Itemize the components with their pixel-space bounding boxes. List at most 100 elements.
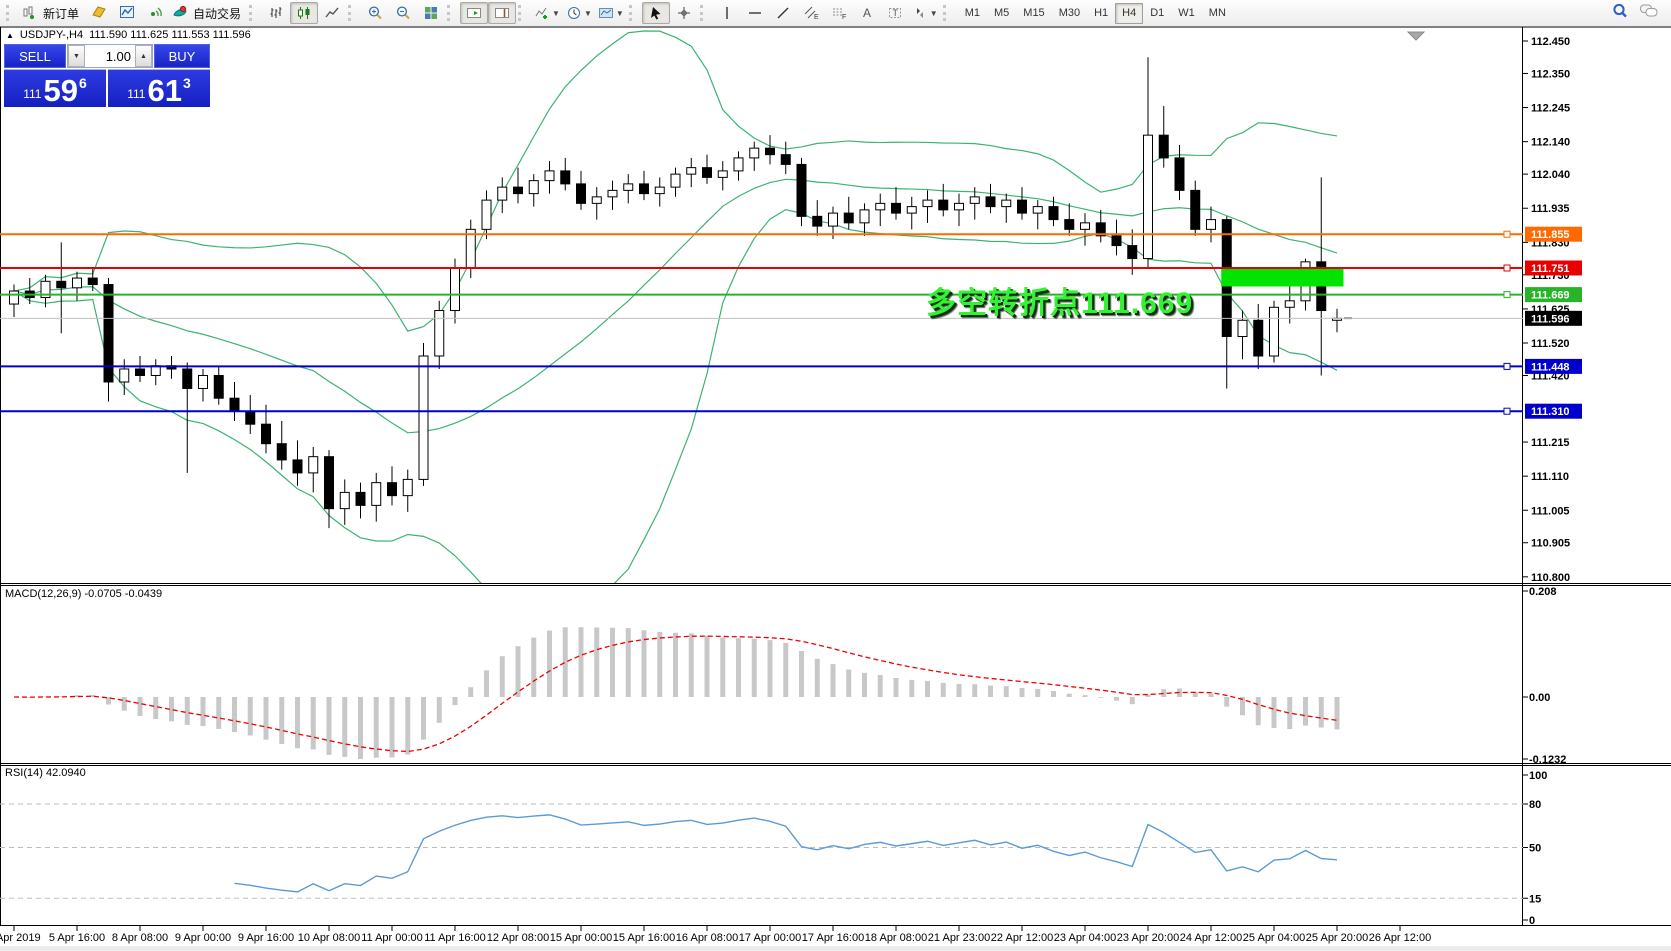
vertical-line-icon: [726, 7, 728, 19]
line-handle[interactable]: [1503, 230, 1511, 238]
horizontal-line-button[interactable]: [741, 2, 769, 24]
text-label-button[interactable]: T: [881, 2, 909, 24]
mql-editor-button[interactable]: [85, 2, 113, 24]
svg-text:0: 0: [1529, 915, 1535, 927]
volume-increase-button[interactable]: ▲: [135, 45, 152, 67]
svg-text:25 Apr 04:00: 25 Apr 04:00: [1243, 932, 1305, 944]
toolbar-grip[interactable]: [348, 5, 357, 21]
chart-shift-button[interactable]: [488, 2, 517, 24]
toolbar-grip[interactable]: [628, 5, 638, 21]
timeframe-M30-button[interactable]: M30: [1058, 7, 1081, 19]
zoom-in-icon: [368, 6, 382, 20]
cursor-button[interactable]: [641, 2, 670, 24]
trendline-button[interactable]: [769, 2, 797, 24]
svg-text:23 Apr 04:00: 23 Apr 04:00: [1054, 932, 1116, 944]
price-badge-111.855: [1525, 226, 1582, 242]
svg-text:15 Apr 00:00: 15 Apr 00:00: [550, 932, 612, 944]
toolbar-grip[interactable]: [518, 5, 527, 21]
fibonacci-button[interactable]: F: [825, 2, 853, 24]
data-window-icon: [119, 4, 135, 23]
candlesticks: [9, 57, 1342, 529]
timeframe-M5-button[interactable]: M5: [994, 7, 1010, 19]
chart-shift-icon: [495, 8, 510, 18]
templates-button[interactable]: ▼: [595, 2, 627, 24]
bar-chart-button[interactable]: [262, 2, 290, 24]
svg-text:111.448: 111.448: [1531, 361, 1570, 373]
volume-input[interactable]: [85, 45, 135, 67]
chart-title: ▲ USDJPY-,H4 111.590 111.625 111.553 111…: [6, 29, 251, 41]
arrows-button[interactable]: ▼: [909, 2, 941, 24]
svg-text:12 Apr 08:00: 12 Apr 08:00: [487, 932, 549, 944]
sell-button[interactable]: SELL: [4, 44, 66, 68]
candlestick-chart-button[interactable]: [290, 2, 319, 24]
mql-editor-icon: [91, 4, 107, 23]
line-handle[interactable]: [1503, 362, 1511, 370]
svg-text:8 Apr 08:00: 8 Apr 08:00: [112, 932, 168, 944]
line-handle[interactable]: [1503, 264, 1511, 272]
svg-text:25 Apr 20:00: 25 Apr 20:00: [1306, 932, 1368, 944]
buy-price[interactable]: 111 61 3: [108, 69, 210, 107]
svg-text:111.596: 111.596: [1531, 313, 1570, 325]
sell-price[interactable]: 111 59 6: [4, 69, 106, 107]
data-window-button[interactable]: [113, 2, 141, 24]
chat-icon[interactable]: [1639, 2, 1659, 25]
tile-windows-button[interactable]: [417, 2, 445, 24]
rsi-indicator: 100 80 50 15 0: [0, 770, 1547, 927]
date-axis[interactable]: 5 Apr 2019 5 Apr 16:00 8 Apr 08:00 9 Apr 00…: [0, 926, 1431, 944]
price-badge-111.310: [1525, 403, 1582, 419]
main-toolbar: 新订单 自动交易 ▼ ▼ ▼ E F A T ▼ M1 M5 M15 M30 H1 H4 D…: [0, 0, 1671, 26]
line-chart-button[interactable]: [318, 2, 346, 24]
pivot-annotation[interactable]: 多空转折点111.669: [926, 287, 1194, 320]
timeframe-H1-button[interactable]: H1: [1094, 7, 1109, 19]
new-order-button[interactable]: 新订单: [19, 2, 85, 24]
svg-text:80: 80: [1529, 799, 1541, 811]
zoom-out-button[interactable]: [389, 2, 417, 24]
svg-text:15 Apr 16:00: 15 Apr 16:00: [613, 932, 675, 944]
equidistant-channel-button[interactable]: E: [797, 2, 825, 24]
indicators-button[interactable]: ▼: [531, 2, 563, 24]
tile-windows-icon: [425, 7, 438, 19]
auto-scroll-icon: [467, 8, 482, 18]
timeframe-M1-button[interactable]: M1: [964, 7, 980, 19]
timeframe-D1-button[interactable]: D1: [1150, 7, 1165, 19]
timeframe-M15-button[interactable]: M15: [1023, 7, 1045, 19]
timeframe-W1-button[interactable]: W1: [1178, 7, 1195, 19]
toolbar-grip[interactable]: [699, 5, 709, 21]
crosshair-icon: [677, 7, 690, 19]
line-handle[interactable]: [1503, 407, 1511, 415]
toolbar-grip[interactable]: [249, 5, 258, 21]
candlestick-chart-icon: [298, 7, 310, 19]
line-handle[interactable]: [1503, 291, 1511, 299]
vertical-line-button[interactable]: [713, 2, 741, 24]
toolbar-grip[interactable]: [6, 5, 15, 21]
svg-text:111.855: 111.855: [1531, 229, 1570, 241]
text-button[interactable]: A: [853, 2, 881, 24]
timeframe-H4-button[interactable]: H4: [1115, 2, 1144, 24]
chart-canvas[interactable]: 112.450 112.350 112.245 112.140 112.040 111.9…: [0, 26, 1671, 946]
arrows-icon: [916, 8, 923, 18]
svg-text:24 Apr 12:00: 24 Apr 12:00: [1180, 932, 1242, 944]
periods-button[interactable]: ▼: [563, 2, 595, 24]
zoom-in-button[interactable]: [361, 2, 389, 24]
autotrading-button[interactable]: 自动交易: [169, 2, 247, 24]
toolbar-grip[interactable]: [447, 5, 456, 21]
fibonacci-icon: F: [832, 8, 846, 21]
template-icon: [598, 8, 613, 18]
toolbar-grip[interactable]: [942, 5, 952, 21]
signals-button[interactable]: [141, 2, 169, 24]
auto-scroll-button[interactable]: [460, 2, 489, 24]
svg-text:21 Apr 23:00: 21 Apr 23:00: [928, 932, 990, 944]
svg-text:23 Apr 20:00: 23 Apr 20:00: [1117, 932, 1179, 944]
macd-label: MACD(12,26,9) -0.0705 -0.0439: [5, 588, 163, 600]
buy-button[interactable]: BUY: [154, 44, 210, 68]
volume-decrease-button[interactable]: ▼: [68, 45, 85, 67]
timeframe-MN-button[interactable]: MN: [1208, 7, 1226, 19]
price-axis[interactable]: 112.450 112.350 112.245 112.140 112.040 111.9…: [1523, 36, 1582, 584]
crosshair-button[interactable]: [670, 2, 698, 24]
horizontal-line-icon: [748, 12, 761, 14]
highlight-box[interactable]: [1221, 268, 1344, 287]
svg-text:18 Apr 08:00: 18 Apr 08:00: [865, 932, 927, 944]
search-icon[interactable]: [1611, 2, 1629, 25]
collapse-icon[interactable]: ▲: [6, 30, 14, 40]
